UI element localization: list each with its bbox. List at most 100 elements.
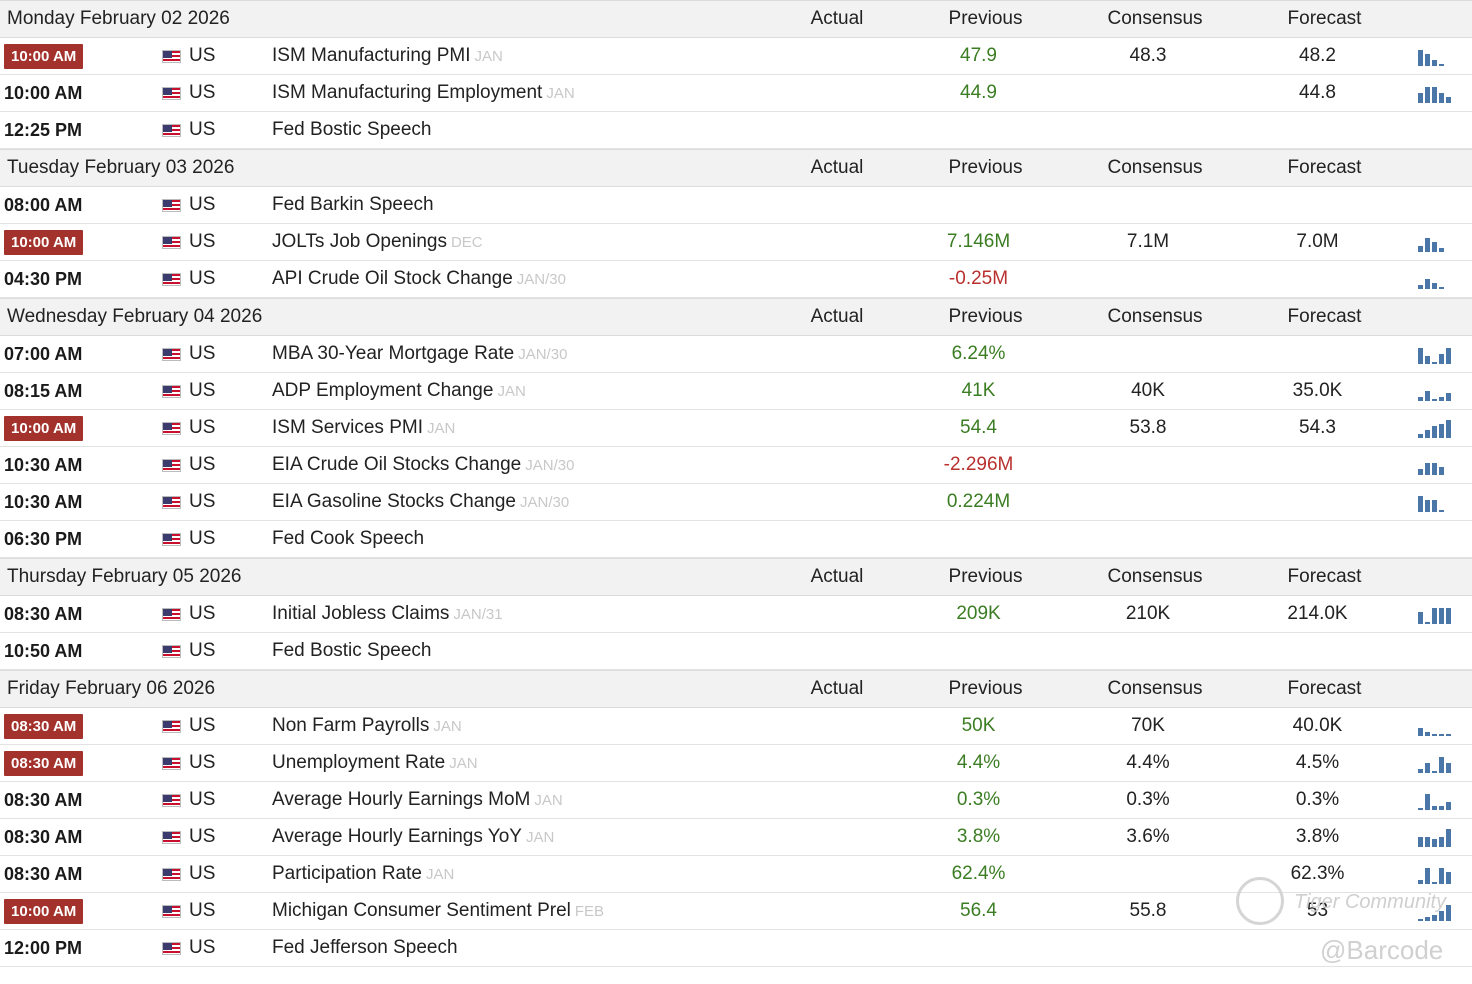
history-sparkline-icon[interactable]: [1406, 381, 1472, 401]
event-name[interactable]: ISM Manufacturing Employment JAN: [272, 82, 770, 104]
event-title[interactable]: ISM Services PMI: [272, 417, 423, 438]
history-sparkline-icon[interactable]: [1406, 232, 1472, 252]
sparkline-container[interactable]: [1406, 269, 1472, 289]
event-row[interactable]: 12:25 PM US Fed Bostic Speech: [0, 112, 1472, 149]
event-title[interactable]: Unemployment Rate: [272, 752, 446, 773]
history-sparkline-icon[interactable]: [1406, 83, 1472, 103]
sparkline-container[interactable]: [1406, 864, 1472, 884]
country-code: US: [189, 343, 216, 364]
event-row[interactable]: 08:30 AM US Average Hourly Earnings YoY JAN…: [0, 819, 1472, 856]
event-name[interactable]: Fed Jefferson Speech: [272, 937, 770, 959]
event-row[interactable]: 08:00 AM US Fed Barkin Speech: [0, 187, 1472, 224]
sparkline-container[interactable]: [1406, 455, 1472, 475]
event-title[interactable]: Participation Rate: [272, 863, 422, 884]
event-title[interactable]: ISM Manufacturing Employment: [272, 82, 543, 103]
event-name[interactable]: Participation Rate JAN: [272, 863, 770, 885]
event-title[interactable]: EIA Crude Oil Stocks Change: [272, 454, 522, 475]
event-row[interactable]: 08:30 AM US Average Hourly Earnings MoM JAN…: [0, 782, 1472, 819]
event-title[interactable]: JOLTs Job Openings: [272, 231, 447, 252]
sparkline-container[interactable]: [1406, 344, 1472, 364]
sparkline-container[interactable]: [1406, 790, 1472, 810]
history-sparkline-icon[interactable]: [1406, 344, 1472, 364]
sparkline-container[interactable]: [1406, 827, 1472, 847]
event-row[interactable]: 08:15 AM US ADP Employment Change JAN 41K 40K…: [0, 373, 1472, 410]
event-name[interactable]: Fed Cook Speech: [272, 528, 770, 550]
sparkline-bar: [1418, 246, 1423, 252]
event-row[interactable]: 10:00 AM US ISM Services PMI JAN 54.4 53.8 54.…: [0, 410, 1472, 447]
event-row[interactable]: 12:00 PM US Fed Jefferson Speech: [0, 930, 1472, 967]
event-row[interactable]: 08:30 AM US Non Farm Payrolls JAN 50K 70K 40.0…: [0, 708, 1472, 745]
event-name[interactable]: Fed Bostic Speech: [272, 119, 770, 141]
sparkline-container[interactable]: [1406, 716, 1472, 736]
event-name[interactable]: Non Farm Payrolls JAN: [272, 715, 770, 737]
sparkline-container[interactable]: [1406, 492, 1472, 512]
event-name[interactable]: Fed Bostic Speech: [272, 640, 770, 662]
event-title[interactable]: Non Farm Payrolls: [272, 715, 430, 736]
event-row[interactable]: 10:30 AM US EIA Gasoline Stocks Change JAN/…: [0, 484, 1472, 521]
sparkline-container[interactable]: [1406, 418, 1472, 438]
history-sparkline-icon[interactable]: [1406, 492, 1472, 512]
event-name[interactable]: Fed Barkin Speech: [272, 194, 770, 216]
event-name[interactable]: ISM Services PMI JAN: [272, 417, 770, 439]
sparkline-container[interactable]: [1406, 901, 1472, 921]
history-sparkline-icon[interactable]: [1406, 827, 1472, 847]
sparkline-container[interactable]: [1406, 753, 1472, 773]
event-title[interactable]: Average Hourly Earnings MoM: [272, 789, 531, 810]
history-sparkline-icon[interactable]: [1406, 790, 1472, 810]
history-sparkline-icon[interactable]: [1406, 716, 1472, 736]
event-row[interactable]: 07:00 AM US MBA 30-Year Mortgage Rate JAN/3…: [0, 336, 1472, 373]
event-title[interactable]: EIA Gasoline Stocks Change: [272, 491, 516, 512]
history-sparkline-icon[interactable]: [1406, 753, 1472, 773]
event-row[interactable]: 10:00 AM US Michigan Consumer Sentiment Pr…: [0, 893, 1472, 930]
event-title[interactable]: MBA 30-Year Mortgage Rate: [272, 343, 515, 364]
event-title[interactable]: Fed Cook Speech: [272, 528, 425, 549]
event-row[interactable]: 04:30 PM US API Crude Oil Stock Change JAN/…: [0, 261, 1472, 298]
history-sparkline-icon[interactable]: [1406, 604, 1472, 624]
history-sparkline-icon[interactable]: [1406, 269, 1472, 289]
event-name[interactable]: Average Hourly Earnings MoM JAN: [272, 789, 770, 811]
event-title[interactable]: ISM Manufacturing PMI: [272, 45, 471, 66]
event-title[interactable]: API Crude Oil Stock Change: [272, 268, 513, 289]
event-title[interactable]: Fed Jefferson Speech: [272, 937, 458, 958]
sparkline-container[interactable]: [1406, 604, 1472, 624]
event-row[interactable]: 10:00 AM US ISM Manufacturing Employment JA…: [0, 75, 1472, 112]
event-row[interactable]: 08:30 AM US Participation Rate JAN 62.4% 62.3…: [0, 856, 1472, 893]
event-name[interactable]: EIA Crude Oil Stocks Change JAN/30: [272, 454, 770, 476]
event-name[interactable]: ISM Manufacturing PMI JAN: [272, 45, 770, 67]
event-row[interactable]: 08:30 AM US Unemployment Rate JAN 4.4% 4.4% 4.…: [0, 745, 1472, 782]
event-title[interactable]: Fed Bostic Speech: [272, 640, 432, 661]
event-row[interactable]: 06:30 PM US Fed Cook Speech: [0, 521, 1472, 558]
previous-value: 3.8%: [956, 826, 1001, 847]
sparkline-bar: [1432, 882, 1437, 884]
event-name[interactable]: Initial Jobless Claims JAN/31: [272, 603, 770, 625]
event-name[interactable]: Average Hourly Earnings YoY JAN: [272, 826, 770, 848]
event-name[interactable]: EIA Gasoline Stocks Change JAN/30: [272, 491, 770, 513]
event-name[interactable]: MBA 30-Year Mortgage Rate JAN/30: [272, 343, 770, 365]
event-row[interactable]: 08:30 AM US Initial Jobless Claims JAN/31 20…: [0, 596, 1472, 633]
event-title[interactable]: Average Hourly Earnings YoY: [272, 826, 522, 847]
event-row[interactable]: 10:00 AM US ISM Manufacturing PMI JAN 47.9 48…: [0, 38, 1472, 75]
sparkline-container[interactable]: [1406, 232, 1472, 252]
event-name[interactable]: ADP Employment Change JAN: [272, 380, 770, 402]
event-title[interactable]: ADP Employment Change: [272, 380, 494, 401]
event-name[interactable]: Michigan Consumer Sentiment Prel FEB: [272, 900, 770, 922]
history-sparkline-icon[interactable]: [1406, 418, 1472, 438]
event-title[interactable]: Michigan Consumer Sentiment Prel: [272, 900, 571, 921]
history-sparkline-icon[interactable]: [1406, 901, 1472, 921]
event-row[interactable]: 10:00 AM US JOLTs Job Openings DEC 7.146M 7.1…: [0, 224, 1472, 261]
history-sparkline-icon[interactable]: [1406, 455, 1472, 475]
event-title[interactable]: Fed Bostic Speech: [272, 119, 432, 140]
history-sparkline-icon[interactable]: [1406, 864, 1472, 884]
event-row[interactable]: 10:30 AM US EIA Crude Oil Stocks Change JAN…: [0, 447, 1472, 484]
event-name[interactable]: API Crude Oil Stock Change JAN/30: [272, 268, 770, 290]
sparkline-container[interactable]: [1406, 381, 1472, 401]
event-row[interactable]: 10:50 AM US Fed Bostic Speech: [0, 633, 1472, 670]
history-sparkline-icon[interactable]: [1406, 46, 1472, 66]
sparkline-container[interactable]: [1406, 83, 1472, 103]
event-name[interactable]: Unemployment Rate JAN: [272, 752, 770, 774]
event-title[interactable]: Initial Jobless Claims: [272, 603, 450, 624]
country-code: US: [189, 194, 216, 215]
sparkline-container[interactable]: [1406, 46, 1472, 66]
event-title[interactable]: Fed Barkin Speech: [272, 194, 434, 215]
event-name[interactable]: JOLTs Job Openings DEC: [272, 231, 770, 253]
